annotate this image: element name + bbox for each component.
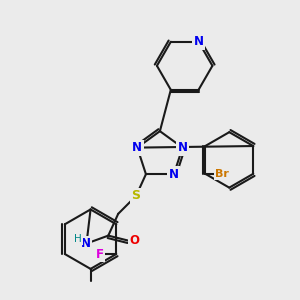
Text: H: H xyxy=(74,234,81,244)
Text: N: N xyxy=(80,237,91,250)
Text: O: O xyxy=(129,234,139,247)
Text: N: N xyxy=(169,168,179,181)
Text: S: S xyxy=(131,190,140,202)
Text: N: N xyxy=(194,35,203,48)
Text: Br: Br xyxy=(215,169,229,179)
Text: F: F xyxy=(95,248,104,260)
Text: N: N xyxy=(132,141,142,154)
Text: N: N xyxy=(178,141,188,154)
